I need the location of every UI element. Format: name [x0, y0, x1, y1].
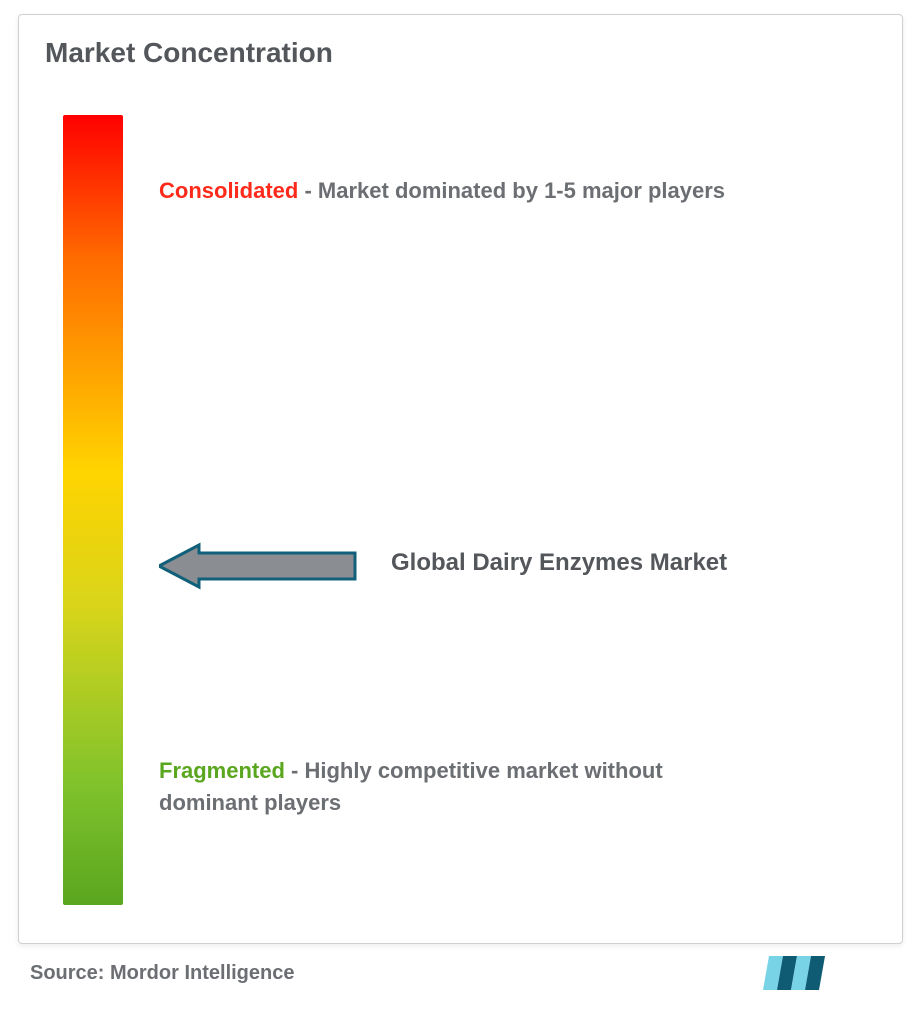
mordor-logo: [757, 950, 877, 996]
consolidated-label: Consolidated: [159, 178, 298, 203]
fragmented-description: Fragmented - Highly competitive market w…: [159, 755, 879, 819]
fragmented-label: Fragmented: [159, 758, 285, 783]
fragmented-rest-1: - Highly competitive market without: [291, 758, 663, 783]
market-name: Global Dairy Enzymes Market: [391, 549, 727, 577]
fragmented-rest-2: dominant players: [159, 790, 341, 815]
consolidated-description: Consolidated - Market dominated by 1-5 m…: [159, 175, 879, 207]
card-title: Market Concentration: [45, 37, 333, 69]
market-position-arrow: [159, 541, 359, 591]
source-attribution: Source: Mordor Intelligence: [30, 962, 294, 985]
consolidated-rest: - Market dominated by 1-5 major players: [304, 178, 725, 203]
concentration-gradient-bar: [63, 115, 123, 905]
market-concentration-card: Market Concentration Consolidated - Mark…: [18, 14, 903, 944]
